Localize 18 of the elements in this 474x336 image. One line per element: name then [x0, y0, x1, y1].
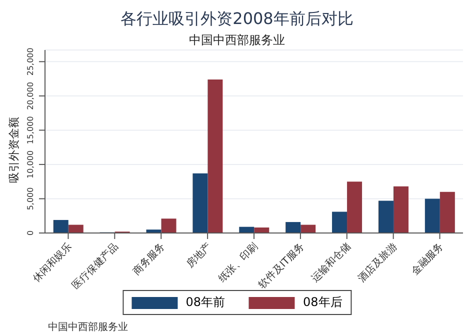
x-tick-label: 商务服务	[130, 240, 168, 278]
y-axis-title: 吸引外资金额	[6, 117, 22, 183]
y-tick-label: 20,000	[26, 82, 35, 110]
x-tick-label: 金融服务	[409, 240, 446, 278]
y-tick-label: 10,000	[26, 150, 35, 178]
x-tick-label: 医疗保健产品	[70, 240, 121, 292]
chart-subtitle: 中国中西部服务业	[188, 32, 286, 49]
y-tick-label: 25,000	[26, 48, 35, 76]
x-tick-label: 运输和仓储	[309, 240, 354, 284]
text: 中国中西部服务业	[48, 320, 128, 334]
chart-title: 各行业吸引外资2008年前后对比	[120, 9, 354, 30]
y-tick-label: 15,000	[26, 116, 35, 144]
y-tick-label: 5,000	[26, 187, 35, 210]
legend-label: 08年前	[186, 294, 225, 311]
x-tick-label: 酒店及旅游	[356, 240, 400, 284]
y-tick-label: 0	[26, 230, 35, 236]
legend-label: 08年后	[303, 294, 342, 311]
x-tick-label: 房地产	[184, 240, 214, 270]
